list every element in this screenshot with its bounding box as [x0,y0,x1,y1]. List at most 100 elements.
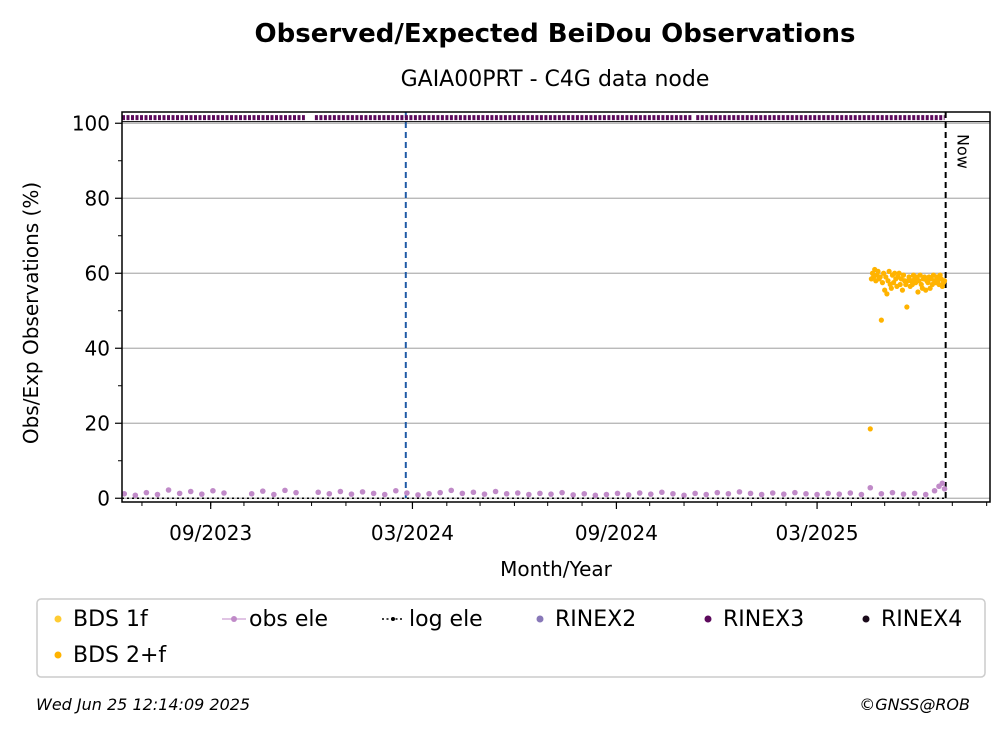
bds-2f-point [885,278,891,284]
obs-ele-point [121,490,128,497]
obs-ele-point [670,490,676,497]
bds-2f-point [867,426,873,432]
obs-ele-point [758,491,765,498]
bds-2f-point [886,268,892,274]
bds-2f-point [906,274,912,280]
obs-ele-point [481,491,488,497]
x-axis-label: Month/Year [500,557,613,581]
legend: BDS 1f obs ele log ele RINEX2 RINEX3 RINEX4 BD… [36,598,986,678]
y-tick-label: 0 [97,486,110,510]
obs-ele-point [259,488,266,494]
obs-ele-point [537,490,543,497]
y-tick-label: 100 [72,111,110,135]
obs-ele-point [769,490,776,496]
obs-ele-point [581,490,588,497]
obs-ele-point [199,491,205,497]
obs-ele-point [348,491,355,497]
x-tick-label: 03/2024 [371,521,454,545]
obs-ele-point [922,491,929,498]
bds-2f-point [927,285,933,291]
bds-2f-point [903,281,909,288]
obs-ele-point [187,488,194,495]
bds-2f-point [892,270,898,276]
obs-ele-point [437,489,443,496]
x-tick-label: 03/2025 [776,521,859,545]
obs-ele-point [426,490,432,497]
legend-label-rinex4: RINEX4 [881,607,962,632]
obs-ele-point [221,490,227,496]
plot-data: Now [121,112,990,502]
obs-ele-point [570,492,576,498]
bds-2f-point [897,281,903,288]
obs-ele-point [681,492,687,499]
obs-ele-point [526,491,532,498]
obs-ele-point [210,487,216,494]
legend-label-bds-2-f: BDS 2+f [73,643,167,668]
legend-marker-rinex4 [862,615,870,623]
obs-ele-point [326,490,333,497]
obs-ele-point [548,491,554,497]
bds-2f-point [878,317,884,323]
obs-ele-point [636,490,643,496]
obs-ele-point [282,487,288,494]
y-tick-label: 20 [85,411,110,435]
obs-ele-point [703,491,710,498]
legend-label-obs-ele: obs ele [249,607,328,632]
obs-ele-point [803,490,809,497]
obs-ele-point [900,491,907,497]
y-axis-label: Obs/Exp Observations (%) [19,182,43,444]
obs-ele-point [847,490,854,496]
obs-ele-point [659,489,665,496]
chart-subtitle: GAIA00PRT - C4G data node [401,67,710,92]
bds-2f-point [884,291,890,297]
legend-label-rinex2: RINEX2 [555,607,636,632]
obs-ele-point [747,490,754,497]
obs-ele-point [143,489,150,496]
bds-2f-point [899,287,906,293]
y-tick-label: 60 [85,261,110,285]
legend-label-rinex3: RINEX3 [723,607,804,632]
bds-2f-point [923,287,929,293]
obs-ele-point [503,490,510,497]
chart-title: Observed/Expected BeiDou Observations [255,19,856,49]
footer-timestamp: Wed Jun 25 12:14:09 2025 [36,695,250,714]
bds-2f-point [925,280,931,286]
bds-2f-point [880,270,887,276]
footer-credit: ©GNSS@ROB [859,695,970,714]
obs-ele-point [614,490,621,497]
obs-ele-point [404,490,410,496]
legend-label-bds-1f: BDS 1f [73,607,149,632]
plot-frame [121,111,991,503]
bds-2f-point [877,274,883,280]
obs-ele-point [559,489,565,496]
obs-ele-point [514,490,521,496]
bds-2f-point [916,278,922,284]
bds-2f-point [875,268,881,274]
obs-ele-point [792,489,798,496]
obs-ele-point [165,487,172,493]
obs-ele-point [381,491,388,498]
now-label: Now [954,134,973,169]
obs-ele-point [781,491,787,497]
x-tick-label: 09/2024 [575,521,658,545]
bds-2f-point [941,278,948,284]
obs-ele-point [931,487,938,494]
obs-ele-point [858,491,865,498]
obs-ele-point [470,489,477,496]
obs-ele-point [625,492,632,498]
obs-ele-point [176,490,183,497]
obs-ele-point [714,489,721,496]
bds-2f-point [921,274,928,280]
bds-2f-point [904,304,910,310]
legend-marker-bds-2-f [54,651,62,659]
bds-2f-point [890,280,897,286]
obs-ele-point [592,492,599,499]
obs-ele-point [836,491,843,497]
obs-ele-point [293,489,299,496]
legend-marker-rinex2 [536,615,544,623]
x-tick-label: 09/2023 [169,521,252,545]
bds-2f-point [879,280,886,286]
obs-ele-point [132,492,139,499]
obs-ele-point [647,491,654,497]
